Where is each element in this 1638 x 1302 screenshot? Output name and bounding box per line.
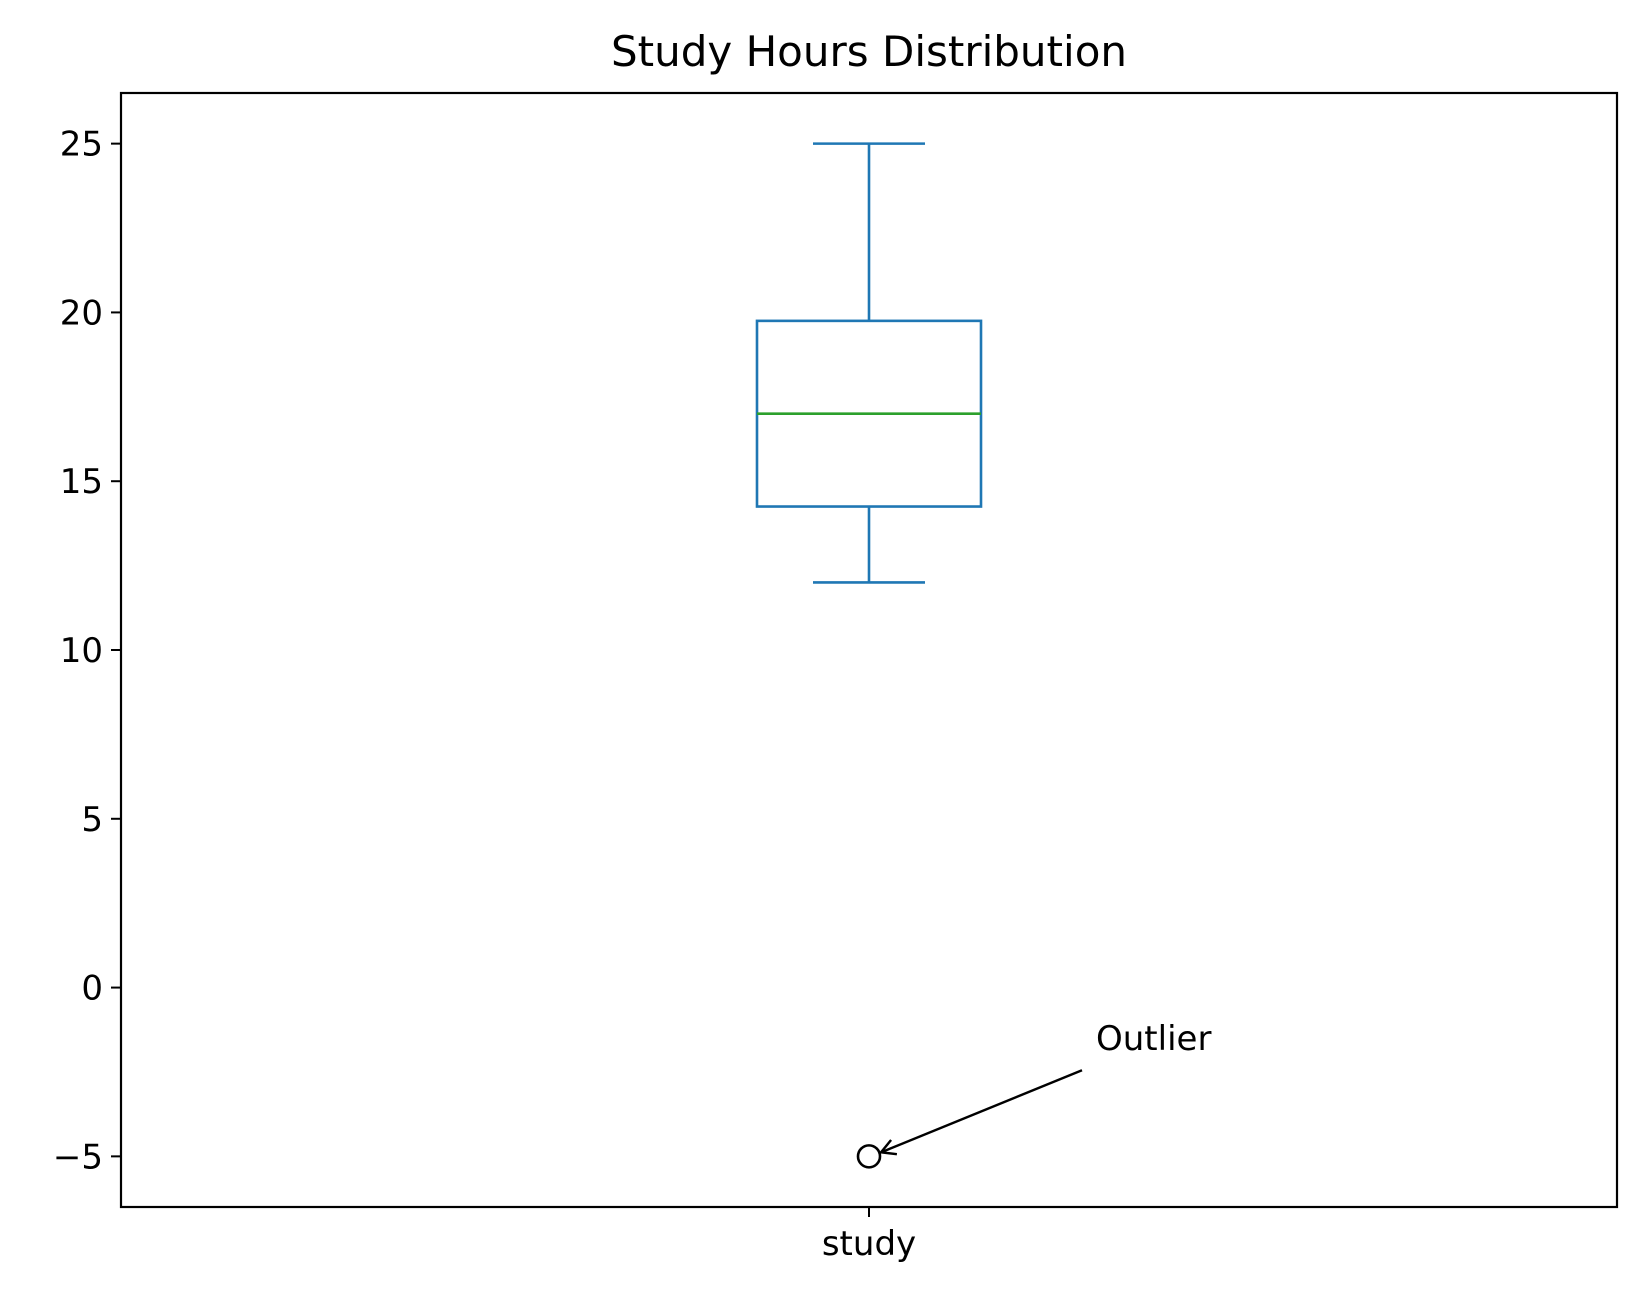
y-tick-label: 0	[81, 969, 103, 1009]
y-tick-label: 15	[60, 462, 103, 502]
x-tick-label: study	[822, 1224, 916, 1264]
y-tick-label: 5	[81, 800, 103, 840]
y-tick-label: 25	[60, 125, 103, 165]
plot-frame	[119, 91, 1619, 1209]
y-tick-label: −5	[53, 1137, 103, 1177]
annotation-label: Outlier	[1096, 1019, 1211, 1059]
annotation-arrow	[880, 1069, 1083, 1154]
chart-title: Study Hours Distribution	[611, 27, 1127, 76]
y-tick-label: 20	[60, 293, 103, 333]
annotation-arrowhead	[878, 1139, 898, 1156]
plot-layer: −5 0 5 10 15 20 25 study Outlier	[53, 125, 1212, 1264]
outlier-point	[856, 1144, 882, 1169]
y-tick-label: 10	[60, 631, 103, 671]
